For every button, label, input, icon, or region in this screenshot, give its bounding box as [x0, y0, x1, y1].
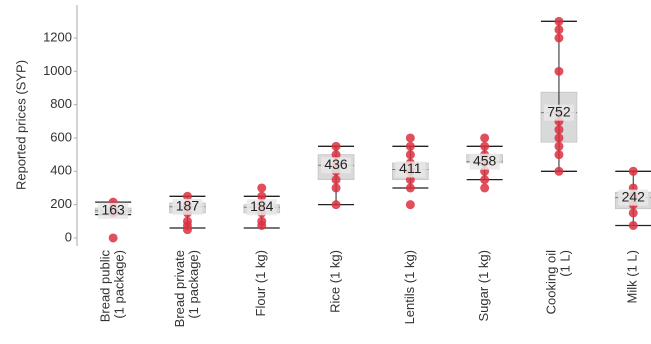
point: [405, 183, 415, 193]
point: [480, 141, 490, 151]
y-tick-label: 600: [50, 129, 72, 144]
point: [628, 208, 638, 218]
y-tick-label: 400: [50, 163, 72, 178]
point: [554, 25, 564, 35]
point: [554, 125, 564, 135]
x-tick-label: Lentils (1 kg): [402, 250, 417, 324]
median-label-bg: [172, 198, 203, 215]
point: [257, 216, 267, 226]
median-label: 458: [473, 152, 497, 168]
point: [182, 191, 192, 201]
y-tick-label: 0: [65, 229, 72, 244]
x-tick-label: Milk (1 L): [625, 250, 640, 303]
x-tick-label: Cooking oil: [543, 250, 558, 314]
median-label: 163: [101, 202, 125, 218]
point: [108, 233, 118, 243]
point: [405, 133, 415, 143]
point: [405, 200, 415, 210]
y-tick-label: 1200: [43, 29, 72, 44]
median-label-bg: [98, 202, 129, 219]
point: [405, 150, 415, 160]
median-label-bg: [618, 189, 649, 206]
x-tick-label: Rice (1 kg): [327, 250, 342, 313]
point: [331, 175, 341, 185]
y-axis-label: Reported prices (SYP): [13, 60, 28, 190]
x-tick-label: Flour (1 kg): [253, 250, 268, 316]
point: [554, 141, 564, 151]
median-label: 436: [324, 156, 348, 172]
point: [257, 183, 267, 193]
y-tick-label: 800: [50, 96, 72, 111]
point: [257, 191, 267, 201]
point: [480, 133, 490, 143]
y-tick-label: 200: [50, 196, 72, 211]
median-label-bg: [246, 199, 277, 216]
point: [628, 166, 638, 176]
median-label: 242: [622, 188, 646, 204]
x-tick-label: Bread private: [172, 250, 187, 327]
x-tick-label: Bread public: [98, 250, 113, 323]
median-label-bg: [395, 161, 426, 178]
median-label: 411: [399, 160, 422, 176]
median-label: 184: [250, 198, 274, 214]
point: [554, 66, 564, 76]
median-label: 187: [176, 198, 200, 214]
median-label: 752: [547, 103, 571, 119]
median-label-bg: [321, 157, 352, 174]
point: [554, 133, 564, 143]
point: [628, 220, 638, 230]
x-tick-label: (1 package): [112, 250, 127, 319]
point: [405, 141, 415, 151]
point: [554, 150, 564, 160]
point: [554, 16, 564, 26]
median-label-bg: [543, 104, 574, 121]
point: [554, 166, 564, 176]
x-tick-label: (1 L): [557, 250, 572, 277]
point: [554, 33, 564, 43]
point: [182, 216, 192, 226]
point: [331, 150, 341, 160]
point: [480, 175, 490, 185]
point: [331, 183, 341, 193]
median-label-bg: [469, 153, 500, 170]
y-tick-label: 1000: [43, 63, 72, 78]
x-tick-label: Sugar (1 kg): [476, 250, 491, 322]
point: [331, 200, 341, 210]
point: [331, 141, 341, 151]
point: [480, 183, 490, 193]
x-tick-label: (1 package): [186, 250, 201, 319]
